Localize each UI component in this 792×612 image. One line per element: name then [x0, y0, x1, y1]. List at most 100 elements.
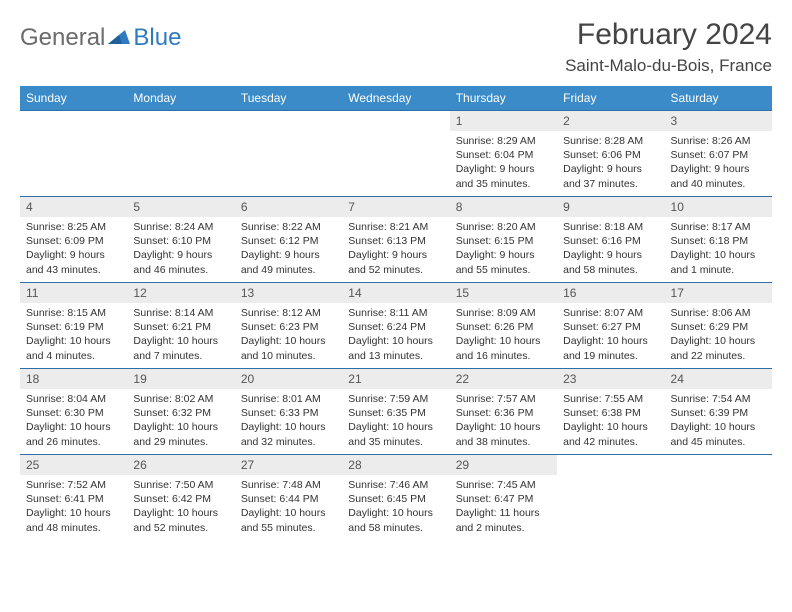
calendar-day-cell: 19Sunrise: 8:02 AMSunset: 6:32 PMDayligh…: [127, 369, 234, 455]
day-number: 27: [235, 455, 342, 475]
calendar-week-row: 1Sunrise: 8:29 AMSunset: 6:04 PMDaylight…: [20, 111, 772, 197]
day-number: 7: [342, 197, 449, 217]
day-number: 5: [127, 197, 234, 217]
day-number: 1: [450, 111, 557, 131]
calendar-page: General Blue February 2024 Saint-Malo-du…: [0, 0, 792, 561]
day-number: 25: [20, 455, 127, 475]
day-number: 2: [557, 111, 664, 131]
day-number: 28: [342, 455, 449, 475]
day-header: Monday: [127, 86, 234, 111]
day-number: 24: [665, 369, 772, 389]
calendar-day-cell: 24Sunrise: 7:54 AMSunset: 6:39 PMDayligh…: [665, 369, 772, 455]
day-number: 22: [450, 369, 557, 389]
day-details: Sunrise: 8:17 AMSunset: 6:18 PMDaylight:…: [665, 217, 772, 281]
logo-text-general: General: [20, 24, 105, 52]
day-header: Sunday: [20, 86, 127, 111]
calendar-day-cell: 1Sunrise: 8:29 AMSunset: 6:04 PMDaylight…: [450, 111, 557, 197]
day-number: 8: [450, 197, 557, 217]
day-details: Sunrise: 8:04 AMSunset: 6:30 PMDaylight:…: [20, 389, 127, 453]
day-details: Sunrise: 8:07 AMSunset: 6:27 PMDaylight:…: [557, 303, 664, 367]
calendar-day-cell: 5Sunrise: 8:24 AMSunset: 6:10 PMDaylight…: [127, 197, 234, 283]
calendar-day-cell: 20Sunrise: 8:01 AMSunset: 6:33 PMDayligh…: [235, 369, 342, 455]
day-header: Wednesday: [342, 86, 449, 111]
calendar-day-cell: 18Sunrise: 8:04 AMSunset: 6:30 PMDayligh…: [20, 369, 127, 455]
calendar-week-row: 25Sunrise: 7:52 AMSunset: 6:41 PMDayligh…: [20, 455, 772, 541]
day-header: Thursday: [450, 86, 557, 111]
day-details: Sunrise: 8:26 AMSunset: 6:07 PMDaylight:…: [665, 131, 772, 195]
calendar-day-cell: [20, 111, 127, 197]
day-header: Tuesday: [235, 86, 342, 111]
day-number: 12: [127, 283, 234, 303]
day-details: Sunrise: 7:50 AMSunset: 6:42 PMDaylight:…: [127, 475, 234, 539]
day-details: Sunrise: 8:06 AMSunset: 6:29 PMDaylight:…: [665, 303, 772, 367]
day-details: Sunrise: 7:45 AMSunset: 6:47 PMDaylight:…: [450, 475, 557, 539]
day-details: Sunrise: 8:01 AMSunset: 6:33 PMDaylight:…: [235, 389, 342, 453]
day-details: Sunrise: 7:57 AMSunset: 6:36 PMDaylight:…: [450, 389, 557, 453]
calendar-day-cell: [665, 455, 772, 541]
day-number: 20: [235, 369, 342, 389]
day-number: 18: [20, 369, 127, 389]
day-details: Sunrise: 7:48 AMSunset: 6:44 PMDaylight:…: [235, 475, 342, 539]
day-details: Sunrise: 8:28 AMSunset: 6:06 PMDaylight:…: [557, 131, 664, 195]
day-number: 10: [665, 197, 772, 217]
logo-triangle-icon: [108, 26, 130, 51]
day-number: 4: [20, 197, 127, 217]
calendar-day-cell: 11Sunrise: 8:15 AMSunset: 6:19 PMDayligh…: [20, 283, 127, 369]
day-number: 16: [557, 283, 664, 303]
day-number: 11: [20, 283, 127, 303]
day-number: 3: [665, 111, 772, 131]
day-details: Sunrise: 8:22 AMSunset: 6:12 PMDaylight:…: [235, 217, 342, 281]
calendar-day-cell: 27Sunrise: 7:48 AMSunset: 6:44 PMDayligh…: [235, 455, 342, 541]
calendar-table: Sunday Monday Tuesday Wednesday Thursday…: [20, 86, 772, 541]
calendar-day-cell: [127, 111, 234, 197]
location-label: Saint-Malo-du-Bois, France: [565, 56, 772, 76]
calendar-week-row: 11Sunrise: 8:15 AMSunset: 6:19 PMDayligh…: [20, 283, 772, 369]
day-number: 17: [665, 283, 772, 303]
day-number: 21: [342, 369, 449, 389]
day-details: Sunrise: 8:09 AMSunset: 6:26 PMDaylight:…: [450, 303, 557, 367]
day-number: 9: [557, 197, 664, 217]
calendar-day-cell: 28Sunrise: 7:46 AMSunset: 6:45 PMDayligh…: [342, 455, 449, 541]
day-details: Sunrise: 8:24 AMSunset: 6:10 PMDaylight:…: [127, 217, 234, 281]
day-number: 15: [450, 283, 557, 303]
calendar-day-cell: 23Sunrise: 7:55 AMSunset: 6:38 PMDayligh…: [557, 369, 664, 455]
calendar-day-cell: 16Sunrise: 8:07 AMSunset: 6:27 PMDayligh…: [557, 283, 664, 369]
day-details: Sunrise: 8:14 AMSunset: 6:21 PMDaylight:…: [127, 303, 234, 367]
calendar-day-cell: 22Sunrise: 7:57 AMSunset: 6:36 PMDayligh…: [450, 369, 557, 455]
day-details: Sunrise: 8:02 AMSunset: 6:32 PMDaylight:…: [127, 389, 234, 453]
day-details: Sunrise: 7:46 AMSunset: 6:45 PMDaylight:…: [342, 475, 449, 539]
month-title: February 2024: [565, 18, 772, 52]
day-details: Sunrise: 7:54 AMSunset: 6:39 PMDaylight:…: [665, 389, 772, 453]
calendar-day-cell: 2Sunrise: 8:28 AMSunset: 6:06 PMDaylight…: [557, 111, 664, 197]
calendar-body: 1Sunrise: 8:29 AMSunset: 6:04 PMDaylight…: [20, 111, 772, 541]
day-details: Sunrise: 8:15 AMSunset: 6:19 PMDaylight:…: [20, 303, 127, 367]
calendar-day-cell: 26Sunrise: 7:50 AMSunset: 6:42 PMDayligh…: [127, 455, 234, 541]
day-number: 19: [127, 369, 234, 389]
day-details: Sunrise: 8:25 AMSunset: 6:09 PMDaylight:…: [20, 217, 127, 281]
calendar-day-cell: 12Sunrise: 8:14 AMSunset: 6:21 PMDayligh…: [127, 283, 234, 369]
calendar-day-cell: [342, 111, 449, 197]
calendar-day-cell: [235, 111, 342, 197]
calendar-day-cell: 15Sunrise: 8:09 AMSunset: 6:26 PMDayligh…: [450, 283, 557, 369]
calendar-day-cell: 14Sunrise: 8:11 AMSunset: 6:24 PMDayligh…: [342, 283, 449, 369]
day-number: 13: [235, 283, 342, 303]
day-number: 23: [557, 369, 664, 389]
calendar-week-row: 18Sunrise: 8:04 AMSunset: 6:30 PMDayligh…: [20, 369, 772, 455]
calendar-day-cell: 13Sunrise: 8:12 AMSunset: 6:23 PMDayligh…: [235, 283, 342, 369]
calendar-day-cell: 21Sunrise: 7:59 AMSunset: 6:35 PMDayligh…: [342, 369, 449, 455]
day-details: Sunrise: 7:52 AMSunset: 6:41 PMDaylight:…: [20, 475, 127, 539]
day-number: 6: [235, 197, 342, 217]
calendar-day-cell: 17Sunrise: 8:06 AMSunset: 6:29 PMDayligh…: [665, 283, 772, 369]
title-block: February 2024 Saint-Malo-du-Bois, France: [565, 18, 772, 76]
day-number: 29: [450, 455, 557, 475]
day-number: 14: [342, 283, 449, 303]
day-header: Friday: [557, 86, 664, 111]
day-details: Sunrise: 8:29 AMSunset: 6:04 PMDaylight:…: [450, 131, 557, 195]
page-header: General Blue February 2024 Saint-Malo-du…: [20, 18, 772, 76]
day-details: Sunrise: 7:59 AMSunset: 6:35 PMDaylight:…: [342, 389, 449, 453]
day-header: Saturday: [665, 86, 772, 111]
day-number: 26: [127, 455, 234, 475]
day-details: Sunrise: 8:18 AMSunset: 6:16 PMDaylight:…: [557, 217, 664, 281]
calendar-day-cell: 6Sunrise: 8:22 AMSunset: 6:12 PMDaylight…: [235, 197, 342, 283]
calendar-day-cell: 25Sunrise: 7:52 AMSunset: 6:41 PMDayligh…: [20, 455, 127, 541]
